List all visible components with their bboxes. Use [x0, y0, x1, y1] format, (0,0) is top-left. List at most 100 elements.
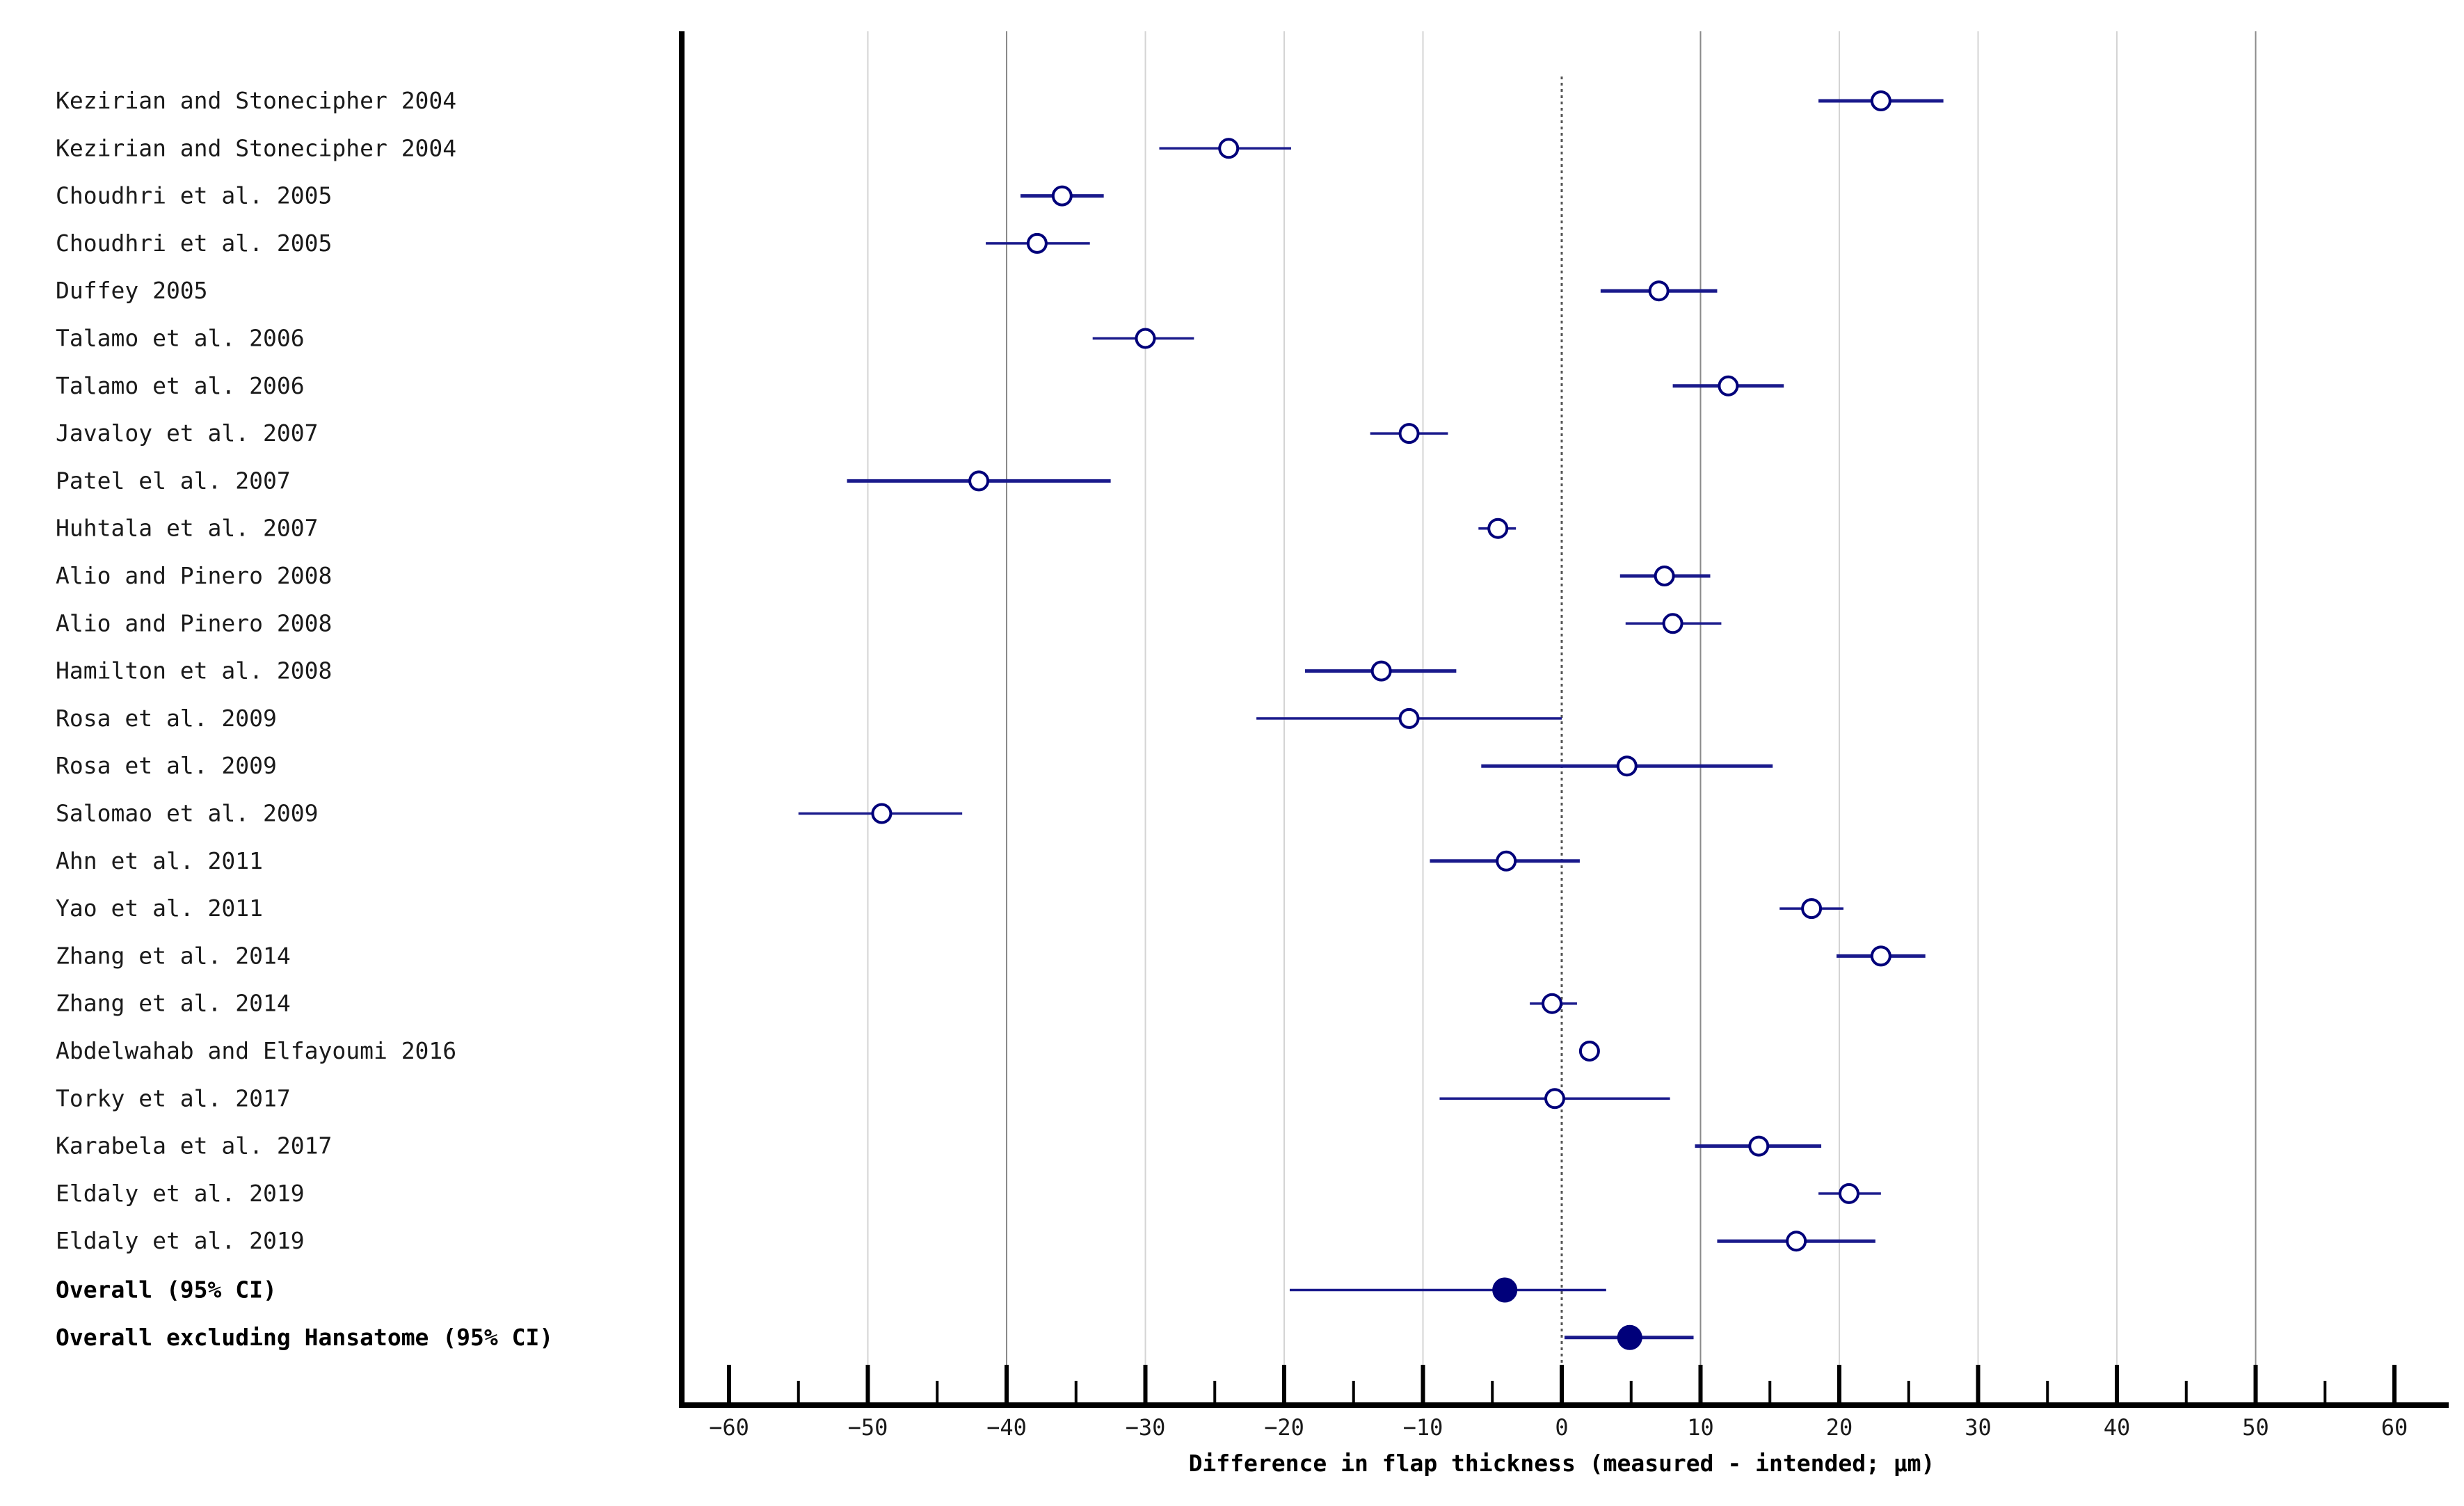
study-row: Talamo et al. 2006 — [56, 325, 1194, 352]
study-row: Ahn et al. 2011 — [56, 847, 1580, 874]
point-estimate-marker — [1870, 945, 1891, 967]
gridlines — [867, 31, 2257, 1405]
study-row: Rosa et al. 2009 — [56, 705, 1562, 732]
point-estimate-marker — [1718, 375, 1739, 396]
study-row: Choudhri et al. 2005 — [56, 182, 1104, 209]
study-row: Abdelwahab and Elfayoumi 2016 — [56, 1037, 1600, 1064]
study-row: Alio and Pinero 2008 — [56, 562, 1711, 589]
point-estimate-marker — [968, 470, 990, 492]
study-row: Alio and Pinero 2008 — [56, 609, 1722, 636]
point-estimate-marker — [1370, 660, 1392, 682]
study-row: Talamo et al. 2006 — [56, 372, 1784, 399]
study-label: Rosa et al. 2009 — [56, 705, 277, 732]
study-label: Talamo et al. 2006 — [56, 325, 305, 352]
point-estimate-marker — [1870, 90, 1891, 111]
study-row: Salomao et al. 2009 — [56, 800, 963, 827]
x-tick-label: 10 — [1687, 1414, 1714, 1441]
study-label: Karabela et al. 2017 — [56, 1132, 332, 1160]
study-label: Huhtala et al. 2007 — [56, 515, 319, 542]
point-estimate-marker — [1135, 328, 1156, 349]
study-rows: Kezirian and Stonecipher 2004 Kezirian an… — [56, 87, 1944, 1254]
study-label: Ahn et al. 2011 — [56, 847, 263, 874]
study-row: Javaloy et al. 2007 — [56, 419, 1448, 447]
x-tick-label: 20 — [1826, 1414, 1853, 1441]
x-tick-label: −40 — [986, 1414, 1027, 1441]
study-label: Rosa et al. 2009 — [56, 752, 277, 779]
point-estimate-marker — [1544, 1088, 1566, 1110]
x-tick-label: −30 — [1126, 1414, 1166, 1441]
study-label: Hamilton et al. 2008 — [56, 657, 332, 684]
overall-row: Overall excluding Hansatome (95% CI) — [56, 1324, 1694, 1351]
overall-rows: Overall (95% CI) Overall excluding Hansat… — [56, 1276, 1694, 1351]
point-estimate-marker — [1496, 850, 1517, 872]
point-estimate-marker — [871, 803, 893, 824]
point-estimate-marker — [1398, 423, 1420, 444]
study-label: Choudhri et al. 2005 — [56, 230, 332, 257]
overall-row: Overall (95% CI) — [56, 1276, 1606, 1304]
study-label: Yao et al. 2011 — [56, 895, 263, 922]
study-row: Choudhri et al. 2005 — [56, 230, 1090, 257]
study-row: Torky et al. 2017 — [56, 1084, 1670, 1112]
study-row: Kezirian and Stonecipher 2004 — [56, 87, 1944, 114]
study-label: Abdelwahab and Elfayoumi 2016 — [56, 1037, 456, 1064]
point-estimate-marker — [1838, 1183, 1859, 1204]
study-row: Patel el al. 2007 — [56, 467, 1111, 494]
study-label: Patel el al. 2007 — [56, 467, 291, 494]
point-estimate-marker — [1662, 613, 1683, 634]
study-label: Salomao et al. 2009 — [56, 800, 319, 827]
point-estimate-marker — [1398, 707, 1420, 729]
point-estimate-marker — [1026, 232, 1048, 254]
study-label: Choudhri et al. 2005 — [56, 182, 332, 209]
study-label: Talamo et al. 2006 — [56, 372, 305, 399]
study-label: Kezirian and Stonecipher 2004 — [56, 134, 456, 161]
point-estimate-marker — [1051, 185, 1073, 207]
point-estimate-marker — [1542, 993, 1563, 1014]
study-row: Yao et al. 2011 — [56, 895, 1843, 922]
x-tick-label: 30 — [1965, 1414, 1992, 1441]
study-row: Hamilton et al. 2008 — [56, 657, 1457, 684]
study-label: Alio and Pinero 2008 — [56, 609, 332, 636]
x-tick-label: −60 — [709, 1414, 749, 1441]
x-tick-label: 50 — [2242, 1414, 2269, 1441]
x-tick-label: 0 — [1555, 1414, 1568, 1441]
x-axis-tick-labels: −60 −50 −40 −30 −20 −10 0 10 20 30 40 50 60 — [709, 1414, 2408, 1441]
point-estimate-marker — [1786, 1231, 1807, 1252]
study-label: Alio and Pinero 2008 — [56, 562, 332, 589]
point-estimate-marker — [1487, 518, 1509, 539]
point-estimate-marker — [1748, 1135, 1770, 1157]
overall-label: Overall (95% CI) — [56, 1276, 277, 1304]
point-estimate-marker — [1801, 898, 1823, 920]
study-row: Eldaly et al. 2019 — [56, 1180, 1881, 1207]
study-label: Eldaly et al. 2019 — [56, 1180, 305, 1207]
point-estimate-marker — [1218, 138, 1240, 159]
overall-label: Overall excluding Hansatome (95% CI) — [56, 1324, 553, 1351]
study-row: Duffey 2005 — [56, 277, 1718, 304]
study-row: Zhang et al. 2014 — [56, 990, 1577, 1017]
x-tick-label: −10 — [1403, 1414, 1443, 1441]
study-label: Duffey 2005 — [56, 277, 208, 304]
point-estimate-marker — [1654, 566, 1675, 586]
study-label: Eldaly et al. 2019 — [56, 1227, 305, 1254]
study-row: Kezirian and Stonecipher 2004 — [56, 134, 1291, 161]
x-axis-title: Difference in flap thickness (measured -… — [1189, 1450, 1935, 1477]
study-row: Karabela et al. 2017 — [56, 1132, 1822, 1160]
x-tick-label: 60 — [2381, 1414, 2408, 1441]
point-estimate-marker — [1648, 280, 1670, 302]
x-tick-label: −50 — [848, 1414, 888, 1441]
study-label: Javaloy et al. 2007 — [56, 419, 319, 447]
study-label: Zhang et al. 2014 — [56, 990, 291, 1017]
study-row: Huhtala et al. 2007 — [56, 515, 1517, 542]
study-label: Zhang et al. 2014 — [56, 942, 291, 969]
overall-estimate-marker — [1492, 1277, 1518, 1303]
study-row: Eldaly et al. 2019 — [56, 1227, 1875, 1254]
x-tick-label: −20 — [1264, 1414, 1304, 1441]
study-label: Kezirian and Stonecipher 2004 — [56, 87, 456, 114]
x-axis-ticks — [727, 1365, 2397, 1405]
x-tick-label: 40 — [2104, 1414, 2131, 1441]
overall-estimate-marker — [1617, 1324, 1642, 1350]
study-label: Torky et al. 2017 — [56, 1084, 291, 1112]
point-estimate-marker — [1578, 1041, 1600, 1062]
point-estimate-marker — [1616, 755, 1638, 777]
